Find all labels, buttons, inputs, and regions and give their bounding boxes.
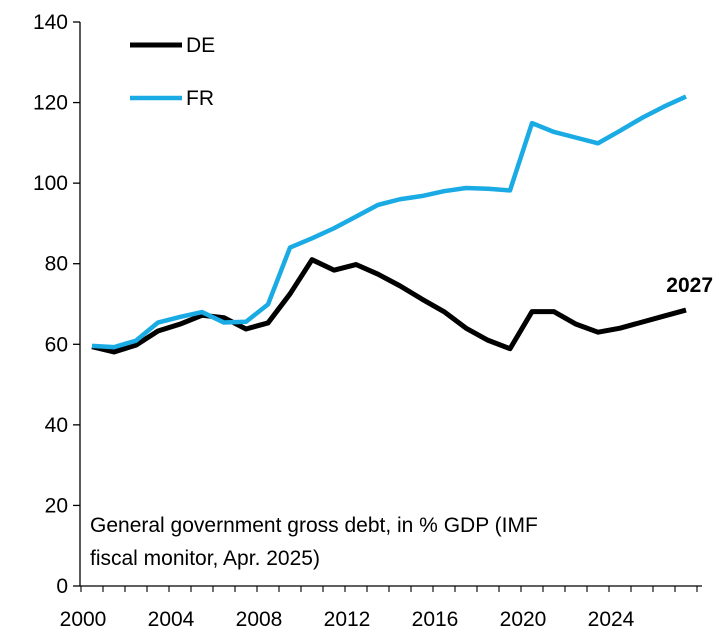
x-tick-label: 2008 xyxy=(236,608,283,631)
chart-note-line: General government gross debt, in % GDP … xyxy=(90,514,538,537)
y-tick-label: 140 xyxy=(33,11,68,34)
series-layer xyxy=(91,94,687,355)
y-tick-label: 60 xyxy=(45,333,68,356)
series-line-de xyxy=(91,257,687,355)
legend: DE FR xyxy=(130,34,215,110)
x-tick-label: 2024 xyxy=(588,608,635,631)
axes: 0 20 40 60 80 100 120 140 2000 2004 2008 2012 2016 20… xyxy=(33,11,702,631)
series-line-fr xyxy=(91,94,687,350)
y-tick-label: 0 xyxy=(56,575,68,598)
annotations: 2027 xyxy=(666,274,713,297)
x-tick-label: 2016 xyxy=(412,608,459,631)
annotation-label: 2027 xyxy=(666,274,713,297)
y-tick-label: 120 xyxy=(33,92,68,115)
y-tick-label: 80 xyxy=(45,253,68,276)
y-tick-label: 20 xyxy=(45,494,68,517)
x-tick-label: 2004 xyxy=(148,608,195,631)
x-tick-label: 2012 xyxy=(324,608,371,631)
chart-note-line: fiscal monitor, Apr. 2025) xyxy=(90,547,320,570)
x-tick-label: 2020 xyxy=(500,608,547,631)
y-tick-label: 40 xyxy=(45,414,68,437)
legend-label-fr: FR xyxy=(186,87,214,110)
chart-note: General government gross debt, in % GDP … xyxy=(90,514,538,570)
legend-label-de: DE xyxy=(186,34,215,57)
y-tick-label: 100 xyxy=(33,172,68,195)
x-tick-label: 2000 xyxy=(60,608,107,631)
